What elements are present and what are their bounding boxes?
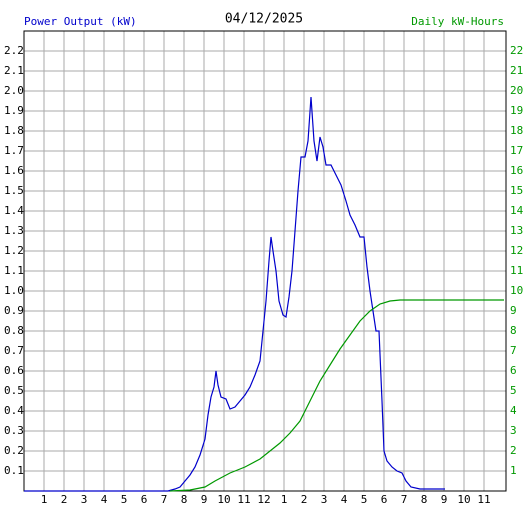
series-line (24, 96, 445, 492)
y2-tick-label: 1 (510, 464, 517, 477)
y2-tick-label: 19 (510, 104, 523, 117)
y2-tick-label: 21 (510, 64, 523, 77)
y-tick-label: 0.1 (4, 464, 24, 477)
x-tick-label: 9 (441, 493, 448, 506)
y-tick-label: 0.3 (4, 424, 24, 437)
y2-tick-label: 6 (510, 364, 517, 377)
y2-tick-label: 14 (510, 204, 524, 217)
x-tick-label: 1 (41, 493, 48, 506)
y-tick-label: 0.6 (4, 364, 24, 377)
y2-tick-label: 13 (510, 224, 523, 237)
y-tick-label: 0.4 (4, 404, 24, 417)
y2-tick-label: 3 (510, 424, 517, 437)
y2-tick-label: 15 (510, 184, 523, 197)
x-tick-label: 1 (281, 493, 288, 506)
y-axis-label: Power Output (kW) (24, 15, 137, 28)
y-tick-label: 1.7 (4, 144, 24, 157)
y2-tick-label: 7 (510, 344, 517, 357)
y2-tick-label: 9 (510, 304, 517, 317)
y2-tick-label: 17 (510, 144, 523, 157)
x-tick-label: 6 (141, 493, 148, 506)
x-tick-label: 4 (341, 493, 348, 506)
y2-tick-label: 4 (510, 404, 517, 417)
x-tick-label: 11 (237, 493, 250, 506)
x-tick-label: 10 (217, 493, 230, 506)
y2-tick-label: 18 (510, 124, 523, 137)
x-tick-label: 4 (101, 493, 108, 506)
x-tick-label: 2 (301, 493, 308, 506)
x-tick-label: 5 (361, 493, 368, 506)
y2-tick-label: 5 (510, 384, 517, 397)
x-tick-label: 10 (457, 493, 470, 506)
y-tick-label: 2.2 (4, 44, 24, 57)
x-tick-label: 12 (257, 493, 270, 506)
y-tick-label: 1.4 (4, 204, 24, 217)
x-tick-label: 9 (201, 493, 208, 506)
y-tick-label: 2.0 (4, 84, 24, 97)
plot-frame (23, 30, 507, 492)
y2-tick-label: 16 (510, 164, 523, 177)
y-tick-label: 1.2 (4, 244, 24, 257)
y-tick-label: 1.8 (4, 124, 24, 137)
y-tick-label: 1.0 (4, 284, 24, 297)
y-tick-label: 1.3 (4, 224, 24, 237)
y2-axis-label: Daily kW-Hours (411, 15, 504, 28)
x-tick-label: 8 (181, 493, 188, 506)
y-tick-label: 0.2 (4, 444, 24, 457)
y2-tick-label: 2 (510, 444, 517, 457)
chart-title: 04/12/2025 (225, 12, 303, 27)
y2-tick-label: 8 (510, 324, 517, 337)
y2-tick-label: 22 (510, 44, 523, 57)
y2-tick-label: 20 (510, 84, 523, 97)
x-tick-label: 7 (161, 493, 168, 506)
x-tick-label: 8 (421, 493, 428, 506)
x-tick-label: 2 (61, 493, 68, 506)
series-line (169, 299, 504, 492)
x-tick-label: 7 (401, 493, 408, 506)
y-tick-label: 0.8 (4, 324, 24, 337)
y-tick-label: 0.9 (4, 304, 24, 317)
x-tick-label: 5 (121, 493, 128, 506)
y-tick-label: 1.9 (4, 104, 24, 117)
y-tick-label: 0.5 (4, 384, 24, 397)
x-tick-label: 6 (381, 493, 388, 506)
y2-tick-label: 12 (510, 244, 523, 257)
y-tick-label: 2.1 (4, 64, 24, 77)
y-tick-label: 1.5 (4, 184, 24, 197)
x-tick-label: 11 (477, 493, 490, 506)
y2-tick-label: 10 (510, 284, 523, 297)
y-tick-label: 1.1 (4, 264, 24, 277)
x-tick-label: 3 (81, 493, 88, 506)
y-tick-label: 0.7 (4, 344, 24, 357)
x-tick-label: 3 (321, 493, 328, 506)
y-tick-label: 1.6 (4, 164, 24, 177)
y2-tick-label: 11 (510, 264, 523, 277)
